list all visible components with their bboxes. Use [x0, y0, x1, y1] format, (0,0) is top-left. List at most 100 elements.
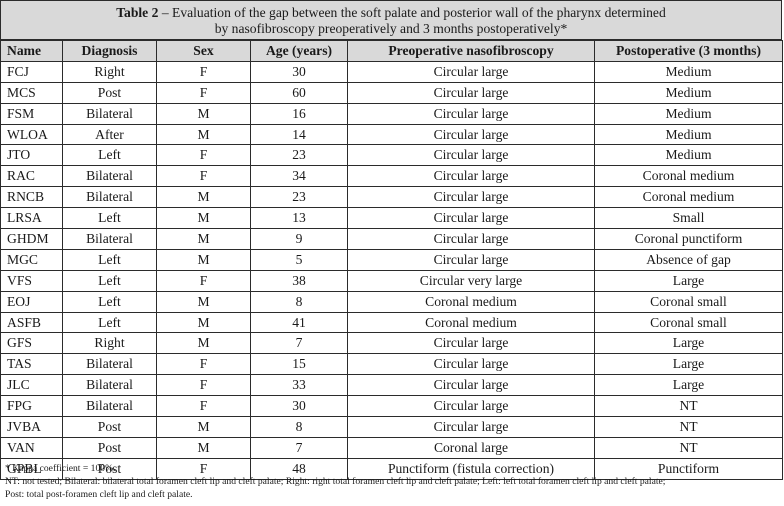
table-cell: Post: [62, 436, 157, 459]
column-header: Name: [0, 40, 63, 62]
table-cell: 9: [250, 228, 348, 250]
table-cell: Left: [62, 248, 157, 271]
table-cell: Circular large: [347, 332, 595, 355]
table-row: JVBA Post M 8 Circular large NT: [0, 416, 783, 438]
table-cell: M: [156, 290, 251, 313]
table-row: JLC Bilateral F 33 Circular large Large: [0, 374, 783, 397]
table-cell: Bilateral: [62, 353, 157, 376]
footnote: NT: not tested; Bilateral: bilateral tot…: [5, 476, 666, 487]
table-cell: Left: [62, 207, 157, 230]
table-cell: VFS: [0, 269, 63, 292]
table-cell: 34: [250, 165, 348, 188]
table-cell: 7: [250, 436, 348, 459]
table-cell: Left: [62, 269, 157, 292]
table-cell: Coronal medium: [347, 311, 595, 334]
table-cell: F: [156, 81, 251, 104]
table-cell: Medium: [594, 123, 783, 146]
table-row: LRSA Left M 13 Circular large Small: [0, 207, 783, 230]
table-cell: 13: [250, 207, 348, 230]
table-cell: Circular large: [347, 353, 595, 376]
table-cell: Coronal medium: [594, 165, 783, 188]
table-row: MCS Post F 60 Circular large Medium: [0, 81, 783, 104]
table-cell: Medium: [594, 102, 783, 125]
column-header: Preoperative nasofibroscopy: [347, 40, 595, 62]
table-row: WLOA After M 14 Circular large Medium: [0, 123, 783, 146]
table-cell: Circular large: [347, 416, 595, 438]
table-cell: Coronal medium: [594, 186, 783, 209]
caption-label: Table 2: [116, 5, 159, 20]
table-cell: 23: [250, 144, 348, 167]
table-cell: RAC: [0, 165, 63, 188]
table-cell: Small: [594, 207, 783, 230]
table-cell: 30: [250, 60, 348, 83]
column-header: Age (years): [250, 40, 348, 62]
table-cell: FSM: [0, 102, 63, 125]
table-cell: 33: [250, 374, 348, 397]
table-cell: Circular large: [347, 228, 595, 250]
table-cell: 60: [250, 81, 348, 104]
table-cell: ASFB: [0, 311, 63, 334]
table-cell: 8: [250, 290, 348, 313]
table-cell: Coronal large: [347, 436, 595, 459]
table-cell: Bilateral: [62, 228, 157, 250]
caption-line-2: by nasofibroscopy preoperatively and 3 m…: [214, 21, 568, 36]
table-cell: RNCB: [0, 186, 63, 209]
table-cell: 38: [250, 269, 348, 292]
table-cell: GFS: [0, 332, 63, 355]
table-cell: F: [156, 165, 251, 188]
table-cell: Coronal small: [594, 311, 783, 334]
table-row: VFS Left F 38 Circular very large Large: [0, 269, 783, 292]
table-row: RAC Bilateral F 34 Circular large Coronal med…: [0, 165, 783, 188]
table-cell: LRSA: [0, 207, 63, 230]
table-cell: Coronal punctiform: [594, 228, 783, 250]
table-row: MGC Left M 5 Circular large Absence of gap: [0, 248, 783, 271]
table-cell: Absence of gap: [594, 248, 783, 271]
table-cell: F: [156, 144, 251, 167]
table-cell: MGC: [0, 248, 63, 271]
table-cell: Circular very large: [347, 269, 595, 292]
table-cell: JVBA: [0, 416, 63, 438]
table-cell: Post: [62, 416, 157, 438]
table-body: FCJ Right F 30 Circular large Medium MCS Post F 6…: [0, 60, 783, 480]
table-cell: Post: [62, 81, 157, 104]
table-cell: VAN: [0, 436, 63, 459]
table-cell: JLC: [0, 374, 63, 397]
table-cell: Bilateral: [62, 374, 157, 397]
table-cell: WLOA: [0, 123, 63, 146]
footnote: * Kappa coefficient = 100%.: [5, 463, 116, 474]
table-cell: Large: [594, 269, 783, 292]
table-cell: Bilateral: [62, 102, 157, 125]
column-header: Postoperative (3 months): [594, 40, 783, 62]
table-cell: Bilateral: [62, 395, 157, 418]
table-cell: Large: [594, 332, 783, 355]
table-cell: M: [156, 248, 251, 271]
caption-line-1: Table 2 – Evaluation of the gap between …: [1, 5, 781, 21]
table-cell: F: [156, 395, 251, 418]
table-cell: F: [156, 353, 251, 376]
table-cell: NT: [594, 436, 783, 459]
table-row: TAS Bilateral F 15 Circular large Large: [0, 353, 783, 376]
table-cell: Circular large: [347, 123, 595, 146]
table-cell: JTO: [0, 144, 63, 167]
table-cell: Left: [62, 144, 157, 167]
table-cell: MCS: [0, 81, 63, 104]
table-cell: Left: [62, 311, 157, 334]
table-footnotes: * Kappa coefficient = 100%. NT: not test…: [5, 462, 781, 501]
table-cell: NT: [594, 395, 783, 418]
table-cell: Medium: [594, 81, 783, 104]
table-cell: Circular large: [347, 395, 595, 418]
results-table: Name Diagnosis Sex Age (years) Preoperat…: [0, 40, 783, 480]
table-cell: Left: [62, 290, 157, 313]
table-cell: Circular large: [347, 81, 595, 104]
table-cell: Medium: [594, 60, 783, 83]
table-cell: Circular large: [347, 60, 595, 83]
table-cell: After: [62, 123, 157, 146]
table-cell: Punctiform (fistula correction): [347, 457, 595, 480]
table-cell: TAS: [0, 353, 63, 376]
table-cell: M: [156, 186, 251, 209]
table-cell: Coronal small: [594, 290, 783, 313]
table-cell: FPG: [0, 395, 63, 418]
table-cell: 15: [250, 353, 348, 376]
table-cell: 5: [250, 248, 348, 271]
table-cell: 30: [250, 395, 348, 418]
